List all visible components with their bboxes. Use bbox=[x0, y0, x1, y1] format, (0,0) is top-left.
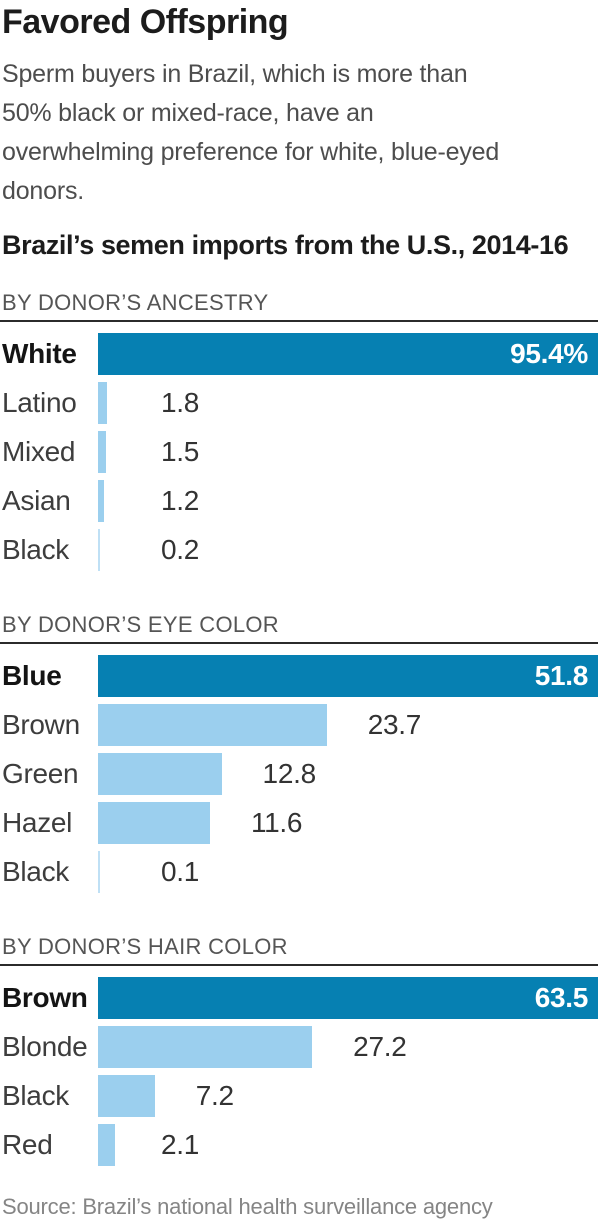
bar bbox=[98, 753, 222, 795]
bar-area: 2.1 bbox=[98, 1124, 598, 1166]
bar-row: Black 7.2 bbox=[0, 1075, 598, 1117]
bar-label: Green bbox=[2, 758, 79, 789]
bar-area: 11.6 bbox=[98, 802, 598, 844]
bar-value: 27.2 bbox=[353, 1031, 407, 1062]
bar-value: 12.8 bbox=[262, 758, 317, 789]
bar-value: 95.4% bbox=[510, 338, 588, 369]
subtitle: Sperm buyers in Brazil, which is more th… bbox=[2, 60, 500, 205]
bar bbox=[98, 1124, 115, 1166]
bar-label: Blue bbox=[2, 660, 62, 691]
bar bbox=[98, 529, 100, 571]
bar-label: Red bbox=[2, 1129, 53, 1160]
bar bbox=[98, 382, 108, 424]
source-note: Source: Brazil’s national health surveil… bbox=[2, 1194, 493, 1219]
bar-area: 1.2 bbox=[98, 480, 598, 522]
page-title: Favored Offspring bbox=[2, 3, 289, 41]
bar-label: Blonde bbox=[2, 1031, 88, 1062]
bar-row: Red 2.1 bbox=[0, 1124, 598, 1166]
bar-row: Brown 23.7 bbox=[0, 704, 598, 746]
bar-value: 23.7 bbox=[367, 709, 422, 740]
bar-label: Black bbox=[2, 856, 69, 887]
bar-area: 95.4% bbox=[98, 333, 598, 375]
bar-row: Green 12.8 bbox=[0, 753, 598, 795]
chart-section: BY DONOR’S ANCESTRY White 95.4% Latino 1… bbox=[0, 291, 600, 571]
section-rule bbox=[0, 964, 598, 966]
section-header: BY DONOR’S ANCESTRY bbox=[2, 290, 269, 315]
bar-area: 23.7 bbox=[98, 704, 598, 746]
bar bbox=[98, 1026, 313, 1068]
bar bbox=[98, 431, 106, 473]
bar-value: 63.5 bbox=[534, 982, 589, 1013]
bar-area: 0.2 bbox=[98, 529, 598, 571]
chart-section: BY DONOR’S EYE COLOR Blue 51.8 Brown 23.… bbox=[0, 613, 600, 893]
bar-value: 0.2 bbox=[161, 534, 200, 565]
section-header: BY DONOR’S EYE COLOR bbox=[2, 612, 279, 637]
bar bbox=[98, 655, 598, 697]
bar-area: 27.2 bbox=[98, 1026, 598, 1068]
bar-value: 1.8 bbox=[161, 387, 200, 418]
bar-area: 63.5 bbox=[98, 977, 598, 1019]
bar-area: 1.8 bbox=[98, 382, 598, 424]
bar-row: Hazel 11.6 bbox=[0, 802, 598, 844]
bar-area: 1.5 bbox=[98, 431, 598, 473]
bar bbox=[98, 1075, 155, 1117]
section-rule bbox=[0, 642, 598, 644]
bar-label: Black bbox=[2, 534, 69, 565]
bar-value: 0.1 bbox=[161, 856, 200, 887]
bar-row: Black 0.1 bbox=[0, 851, 598, 893]
bar-value: 2.1 bbox=[161, 1129, 200, 1160]
bar-area: 7.2 bbox=[98, 1075, 598, 1117]
section-header: BY DONOR’S HAIR COLOR bbox=[2, 934, 288, 959]
bar-value: 51.8 bbox=[534, 660, 589, 691]
bar bbox=[98, 851, 100, 893]
bar-area: 0.1 bbox=[98, 851, 598, 893]
bar bbox=[98, 704, 327, 746]
bar-rows: White 95.4% Latino 1.8 Mixed 1.5 Asian 1… bbox=[0, 333, 600, 571]
bar bbox=[98, 802, 210, 844]
bar-rows: Brown 63.5 Blonde 27.2 Black 7.2 Red 2.1 bbox=[0, 977, 600, 1166]
bar-label: Black bbox=[2, 1080, 69, 1111]
bar-rows: Blue 51.8 Brown 23.7 Green 12.8 Hazel 11… bbox=[0, 655, 600, 893]
bar-row: Latino 1.8 bbox=[0, 382, 598, 424]
bar-value: 1.5 bbox=[161, 436, 200, 467]
bar-area: 51.8 bbox=[98, 655, 598, 697]
sections-container: BY DONOR’S ANCESTRY White 95.4% Latino 1… bbox=[0, 291, 600, 1166]
bar-label: Mixed bbox=[2, 436, 76, 467]
bar-value: 7.2 bbox=[195, 1080, 234, 1111]
bar bbox=[98, 333, 598, 375]
bar bbox=[98, 977, 598, 1019]
bar-row: Brown 63.5 bbox=[0, 977, 598, 1019]
chart-title: Brazil’s semen imports from the U.S., 20… bbox=[2, 230, 569, 260]
bar-label: Hazel bbox=[2, 807, 73, 838]
bar-label: White bbox=[2, 338, 77, 369]
bar-row: White 95.4% bbox=[0, 333, 598, 375]
bar-row: Mixed 1.5 bbox=[0, 431, 598, 473]
bar-label: Asian bbox=[2, 485, 71, 516]
bar-row: Asian 1.2 bbox=[0, 480, 598, 522]
bar-label: Latino bbox=[2, 387, 77, 418]
bar-row: Black 0.2 bbox=[0, 529, 598, 571]
bar-value: 1.2 bbox=[161, 485, 200, 516]
bar-label: Brown bbox=[2, 709, 80, 740]
section-rule bbox=[0, 320, 598, 322]
bar-row: Blonde 27.2 bbox=[0, 1026, 598, 1068]
bar bbox=[98, 480, 105, 522]
bar-area: 12.8 bbox=[98, 753, 598, 795]
bar-label: Brown bbox=[2, 982, 88, 1013]
bar-row: Blue 51.8 bbox=[0, 655, 598, 697]
chart-section: BY DONOR’S HAIR COLOR Brown 63.5 Blonde … bbox=[0, 935, 600, 1166]
bar-value: 11.6 bbox=[250, 807, 303, 838]
